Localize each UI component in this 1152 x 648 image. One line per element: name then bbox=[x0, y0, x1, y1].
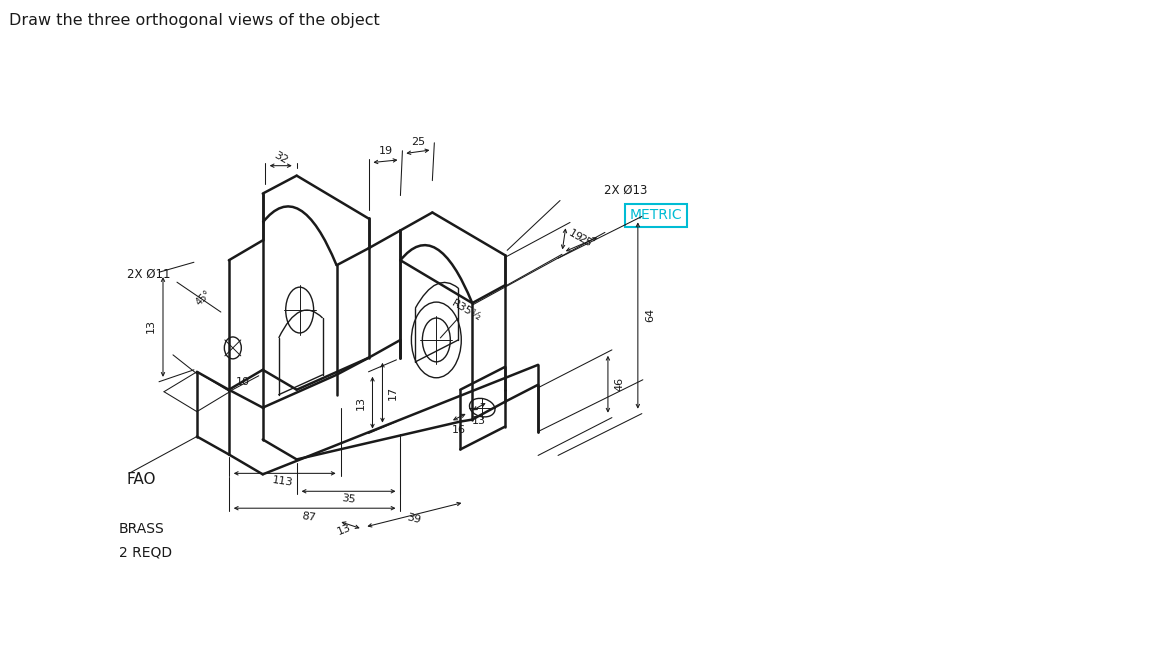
Text: FAO: FAO bbox=[126, 472, 156, 487]
Text: 45°: 45° bbox=[195, 288, 213, 308]
Text: 25: 25 bbox=[411, 137, 425, 147]
Text: 13: 13 bbox=[336, 522, 353, 537]
Text: METRIC: METRIC bbox=[629, 209, 682, 222]
Text: 19: 19 bbox=[567, 229, 584, 244]
Text: 25: 25 bbox=[576, 233, 593, 249]
Text: 87: 87 bbox=[301, 511, 317, 523]
Text: 13: 13 bbox=[472, 415, 486, 426]
Text: R35½: R35½ bbox=[449, 297, 483, 323]
Text: 19: 19 bbox=[378, 146, 393, 156]
Text: 13: 13 bbox=[356, 396, 365, 410]
Text: 46: 46 bbox=[615, 376, 624, 391]
Text: Draw the three orthogonal views of the object: Draw the three orthogonal views of the o… bbox=[9, 14, 380, 29]
Text: BRASS: BRASS bbox=[119, 522, 165, 536]
Text: 17: 17 bbox=[387, 386, 397, 400]
Text: 2X Ø11: 2X Ø11 bbox=[128, 268, 170, 281]
Text: 10: 10 bbox=[236, 376, 250, 387]
Text: 2 REQD: 2 REQD bbox=[119, 545, 173, 559]
Text: 32: 32 bbox=[272, 150, 289, 166]
Text: 35: 35 bbox=[341, 493, 356, 505]
Text: 2X Ø13: 2X Ø13 bbox=[604, 184, 647, 197]
Text: 39: 39 bbox=[406, 513, 422, 526]
Text: 13: 13 bbox=[146, 319, 156, 333]
Text: 64: 64 bbox=[645, 308, 654, 322]
Text: 113: 113 bbox=[272, 475, 294, 488]
Text: 16: 16 bbox=[453, 424, 467, 435]
